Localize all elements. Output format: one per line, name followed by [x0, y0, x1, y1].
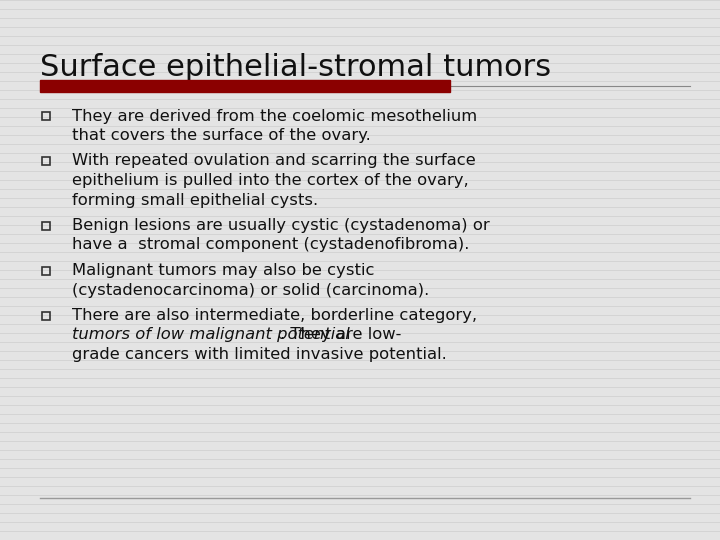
Text: Benign lesions are usually cystic (cystadenoma) or: Benign lesions are usually cystic (cysta… — [72, 218, 490, 233]
Text: Surface epithelial-stromal tumors: Surface epithelial-stromal tumors — [40, 53, 551, 83]
Text: There are also intermediate, borderline category,: There are also intermediate, borderline … — [72, 308, 477, 323]
Text: (cystadenocarcinoma) or solid (carcinoma).: (cystadenocarcinoma) or solid (carcinoma… — [72, 282, 429, 298]
Text: grade cancers with limited invasive potential.: grade cancers with limited invasive pote… — [72, 347, 446, 362]
Bar — [42, 312, 50, 320]
Text: With repeated ovulation and scarring the surface: With repeated ovulation and scarring the… — [72, 153, 476, 168]
Bar — [42, 112, 50, 120]
Text: forming small epithelial cysts.: forming small epithelial cysts. — [72, 192, 318, 207]
Bar — [42, 157, 50, 165]
Text: tumors of low malignant potential: tumors of low malignant potential — [72, 327, 350, 342]
Text: They are derived from the coelomic mesothelium: They are derived from the coelomic mesot… — [72, 109, 477, 124]
Bar — [42, 221, 50, 229]
Text: . They are low-: . They are low- — [280, 327, 401, 342]
Text: have a  stromal component (cystadenofibroma).: have a stromal component (cystadenofibro… — [72, 238, 469, 253]
Text: epithelium is pulled into the cortex of the ovary,: epithelium is pulled into the cortex of … — [72, 173, 469, 188]
Text: that covers the surface of the ovary.: that covers the surface of the ovary. — [72, 128, 371, 143]
Bar — [40, 80, 450, 92]
Text: Malignant tumors may also be cystic: Malignant tumors may also be cystic — [72, 263, 374, 278]
Bar — [42, 267, 50, 274]
